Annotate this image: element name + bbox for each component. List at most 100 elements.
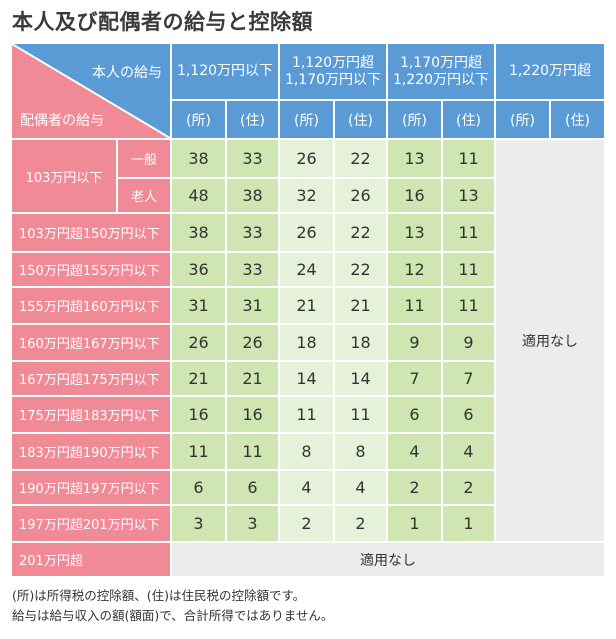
- row-label: 183万円超190万円以下: [12, 434, 170, 469]
- value-cell: 31: [172, 288, 225, 323]
- row-sublabel: 老人: [118, 179, 170, 212]
- column-header-line2: 1,170万円以下: [284, 71, 382, 88]
- value-cell: 16: [388, 179, 441, 212]
- value-cell: 33: [227, 140, 278, 177]
- row-label: 167万円超175万円以下: [12, 362, 170, 395]
- subheader: (所): [388, 101, 441, 138]
- value-cell: 18: [280, 325, 333, 360]
- value-cell: 22: [335, 140, 386, 177]
- value-cell: 26: [335, 179, 386, 212]
- value-cell: 4: [443, 434, 494, 469]
- value-cell: 6: [227, 471, 278, 504]
- value-cell: 21: [335, 288, 386, 323]
- value-cell: 16: [172, 397, 225, 432]
- value-cell: 21: [280, 288, 333, 323]
- value-cell: 3: [227, 506, 278, 541]
- corner-diagonal: [12, 44, 170, 138]
- row-label-group: 103万円以下: [12, 140, 116, 212]
- value-cell: 33: [227, 253, 278, 286]
- value-cell: 1: [388, 506, 441, 541]
- corner-label-self: 本人の給与: [92, 65, 162, 81]
- value-cell: 9: [388, 325, 441, 360]
- not-applicable-row: 適用なし: [172, 543, 604, 576]
- value-cell: 33: [227, 214, 278, 251]
- value-cell: 4: [335, 471, 386, 504]
- value-cell: 7: [443, 362, 494, 395]
- row-label: 190万円超197万円以下: [12, 471, 170, 504]
- footnotes: (所)は所得税の控除額、(住)は住民税の控除額です。 給与は給与収入の額(額面)…: [12, 586, 333, 626]
- value-cell: 8: [335, 434, 386, 469]
- value-cell: 1: [443, 506, 494, 541]
- value-cell: 13: [443, 179, 494, 212]
- column-header: 1,220万円超: [496, 44, 604, 99]
- value-cell: 38: [172, 140, 225, 177]
- value-cell: 11: [388, 288, 441, 323]
- value-cell: 7: [388, 362, 441, 395]
- value-cell: 11: [280, 397, 333, 432]
- row-label-last: 201万円超: [12, 543, 170, 576]
- column-header-line1: 1,220万円超: [508, 63, 592, 79]
- value-cell: 11: [443, 288, 494, 323]
- column-header: 1,170万円超 1,220万円以下: [388, 44, 494, 99]
- value-cell: 31: [227, 288, 278, 323]
- footnote-1: (所)は所得税の控除額、(住)は住民税の控除額です。: [12, 588, 306, 603]
- value-cell: 11: [227, 434, 278, 469]
- row-label: 150万円超155万円以下: [12, 253, 170, 286]
- value-cell: 21: [172, 362, 225, 395]
- value-cell: 6: [388, 397, 441, 432]
- value-cell: 26: [280, 214, 333, 251]
- value-cell: 26: [172, 325, 225, 360]
- row-label: 103万円超150万円以下: [12, 214, 170, 251]
- value-cell: 2: [280, 506, 333, 541]
- value-cell: 14: [280, 362, 333, 395]
- value-cell: 14: [335, 362, 386, 395]
- value-cell: 22: [335, 253, 386, 286]
- not-applicable-cell: 適用なし: [496, 140, 604, 541]
- value-cell: 18: [335, 325, 386, 360]
- value-cell: 2: [388, 471, 441, 504]
- row-label: 175万円超183万円以下: [12, 397, 170, 432]
- value-cell: 11: [335, 397, 386, 432]
- corner-header: 本人の給与配偶者の給与: [12, 44, 170, 138]
- subheader: (住): [551, 101, 604, 138]
- value-cell: 11: [172, 434, 225, 469]
- subheader: (住): [335, 101, 386, 138]
- row-sublabel: 一般: [118, 140, 170, 177]
- value-cell: 26: [227, 325, 278, 360]
- value-cell: 6: [172, 471, 225, 504]
- value-cell: 38: [172, 214, 225, 251]
- value-cell: 9: [443, 325, 494, 360]
- subheader: (所): [172, 101, 225, 138]
- subheader: (住): [227, 101, 278, 138]
- value-cell: 4: [280, 471, 333, 504]
- value-cell: 26: [280, 140, 333, 177]
- value-cell: 2: [335, 506, 386, 541]
- column-header: 1,120万円超 1,170万円以下: [280, 44, 386, 99]
- column-header-line1: 1,120万円以下: [176, 63, 274, 79]
- value-cell: 13: [388, 214, 441, 251]
- row-label: 155万円超160万円以下: [12, 288, 170, 323]
- value-cell: 16: [227, 397, 278, 432]
- row-label: 197万円超201万円以下: [12, 506, 170, 541]
- column-header-line1: 1,120万円超: [291, 54, 375, 71]
- value-cell: 13: [388, 140, 441, 177]
- value-cell: 48: [172, 179, 225, 212]
- value-cell: 32: [280, 179, 333, 212]
- column-header: 1,120万円以下: [172, 44, 278, 99]
- row-label: 160万円超167万円以下: [12, 325, 170, 360]
- value-cell: 4: [388, 434, 441, 469]
- value-cell: 11: [443, 253, 494, 286]
- value-cell: 11: [443, 214, 494, 251]
- subheader: (所): [496, 101, 549, 138]
- subheader: (住): [443, 101, 494, 138]
- value-cell: 11: [443, 140, 494, 177]
- subheader: (所): [280, 101, 333, 138]
- value-cell: 8: [280, 434, 333, 469]
- footnote-2: 給与は給与収入の額(額面)で、合計所得ではありません。: [12, 608, 334, 623]
- value-cell: 22: [335, 214, 386, 251]
- value-cell: 21: [227, 362, 278, 395]
- corner-label-spouse: 配偶者の給与: [20, 113, 104, 129]
- value-cell: 2: [443, 471, 494, 504]
- column-header-line2: 1,220万円以下: [392, 71, 490, 88]
- value-cell: 24: [280, 253, 333, 286]
